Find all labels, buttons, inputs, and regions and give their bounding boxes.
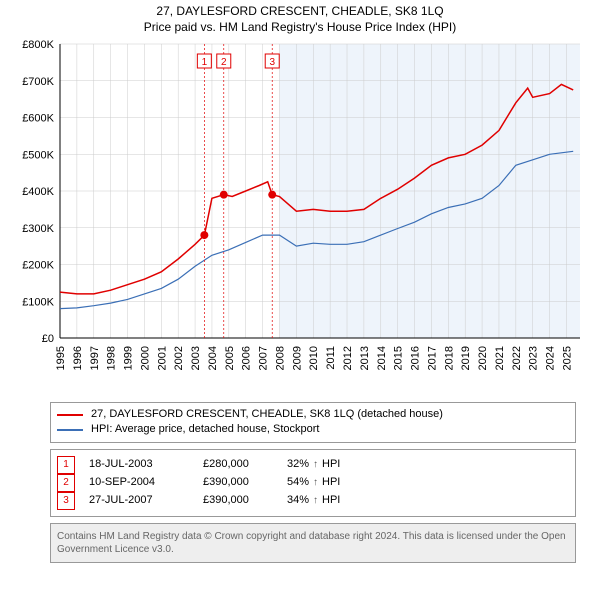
sale-pct: 34%↑HPI	[287, 492, 340, 510]
legend-swatch	[57, 414, 83, 416]
x-tick-label: 2020	[477, 346, 489, 370]
sale-index-badge: 3	[57, 492, 75, 510]
y-tick-label: £100K	[22, 296, 54, 308]
sale-price: £280,000	[203, 456, 273, 474]
page-title: 27, DAYLESFORD CRESCENT, CHEADLE, SK8 1L…	[0, 0, 600, 18]
y-tick-label: £500K	[22, 149, 54, 161]
x-tick-label: 2016	[410, 346, 422, 370]
sale-pct: 54%↑HPI	[287, 474, 340, 492]
sale-marker-dot	[220, 191, 228, 199]
x-tick-label: 2024	[545, 346, 557, 370]
sale-date: 27-JUL-2007	[89, 492, 189, 510]
page-subtitle: Price paid vs. HM Land Registry's House …	[0, 18, 600, 34]
sale-index-badge: 1	[57, 456, 75, 474]
x-tick-label: 2025	[561, 346, 573, 370]
y-tick-label: £200K	[22, 260, 54, 272]
sale-marker-dot	[200, 231, 208, 239]
x-tick-label: 2021	[494, 346, 506, 370]
x-tick-label: 2001	[156, 346, 168, 370]
x-tick-label: 2018	[443, 346, 455, 370]
sale-row: 2 10-SEP-2004 £390,000 54%↑HPI	[57, 474, 569, 492]
sale-marker-number: 3	[269, 57, 275, 68]
x-tick-label: 2012	[342, 346, 354, 370]
sale-row: 1 18-JUL-2003 £280,000 32%↑HPI	[57, 456, 569, 474]
y-tick-label: £300K	[22, 223, 54, 235]
x-tick-label: 2013	[359, 346, 371, 370]
legend-swatch	[57, 429, 83, 431]
x-tick-label: 1998	[106, 346, 118, 370]
x-tick-label: 1996	[72, 346, 84, 370]
sale-marker-number: 2	[221, 57, 227, 68]
x-tick-label: 2014	[376, 346, 388, 370]
sales-table: 1 18-JUL-2003 £280,000 32%↑HPI 2 10-SEP-2004 £…	[50, 449, 576, 517]
x-tick-label: 2007	[258, 346, 270, 370]
x-tick-label: 2004	[207, 346, 219, 370]
sale-marker-dot	[268, 191, 276, 199]
y-tick-label: £700K	[22, 76, 54, 88]
arrow-up-icon: ↑	[313, 475, 318, 491]
y-tick-label: £800K	[22, 39, 54, 51]
sale-marker-number: 1	[202, 57, 208, 68]
sale-pct: 32%↑HPI	[287, 456, 340, 474]
y-tick-label: £0	[42, 333, 54, 345]
x-tick-label: 2000	[139, 346, 151, 370]
x-tick-label: 2005	[224, 346, 236, 370]
x-tick-label: 2008	[274, 346, 286, 370]
price-chart: £0 £100K £200K £300K £400K £500K £600K £700K £80…	[10, 38, 590, 398]
legend: 27, DAYLESFORD CRESCENT, CHEADLE, SK8 1L…	[50, 402, 576, 443]
x-tick-label: 2015	[393, 346, 405, 370]
y-tick-label: £400K	[22, 186, 54, 198]
attribution: Contains HM Land Registry data © Crown c…	[50, 523, 576, 563]
x-tick-label: 2010	[308, 346, 320, 370]
sale-date: 18-JUL-2003	[89, 456, 189, 474]
y-tick-label: £600K	[22, 113, 54, 125]
sale-index-badge: 2	[57, 474, 75, 492]
sale-date: 10-SEP-2004	[89, 474, 189, 492]
legend-label: HPI: Average price, detached house, Stoc…	[91, 422, 320, 437]
x-tick-label: 2009	[291, 346, 303, 370]
x-tick-label: 2006	[241, 346, 253, 370]
sale-row: 3 27-JUL-2007 £390,000 34%↑HPI	[57, 492, 569, 510]
legend-row: 27, DAYLESFORD CRESCENT, CHEADLE, SK8 1L…	[57, 407, 569, 422]
chart-svg: £0 £100K £200K £300K £400K £500K £600K £700K £80…	[10, 38, 590, 398]
legend-row: HPI: Average price, detached house, Stoc…	[57, 422, 569, 437]
arrow-up-icon: ↑	[313, 493, 318, 509]
x-tick-label: 2003	[190, 346, 202, 370]
x-tick-label: 2017	[426, 346, 438, 370]
arrow-up-icon: ↑	[313, 457, 318, 473]
x-tick-label: 1997	[89, 346, 101, 370]
legend-label: 27, DAYLESFORD CRESCENT, CHEADLE, SK8 1L…	[91, 407, 443, 422]
x-tick-label: 2022	[511, 346, 523, 370]
x-tick-label: 1999	[123, 346, 135, 370]
x-tick-label: 2002	[173, 346, 185, 370]
sale-price: £390,000	[203, 492, 273, 510]
sale-price: £390,000	[203, 474, 273, 492]
x-tick-label: 2019	[460, 346, 472, 370]
x-tick-label: 1995	[55, 346, 67, 370]
x-tick-label: 2023	[528, 346, 540, 370]
x-tick-label: 2011	[325, 346, 337, 370]
